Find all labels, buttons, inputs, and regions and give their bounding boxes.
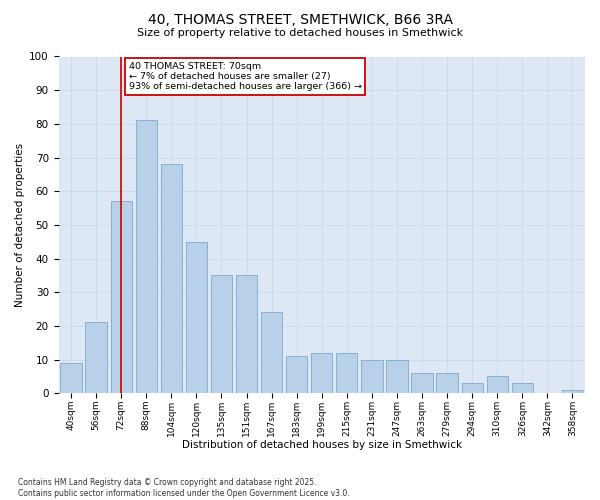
Text: Size of property relative to detached houses in Smethwick: Size of property relative to detached ho… [137, 28, 463, 38]
Bar [136, 120, 157, 393]
Bar [286, 356, 307, 393]
X-axis label: Distribution of detached houses by size in Smethwick: Distribution of detached houses by size … [182, 440, 462, 450]
Bar [186, 242, 207, 393]
Bar [412, 373, 433, 393]
Bar [161, 164, 182, 393]
Bar [487, 376, 508, 393]
Bar [236, 276, 257, 393]
Bar [311, 353, 332, 393]
Bar [562, 390, 583, 393]
Bar [336, 353, 358, 393]
Bar [461, 383, 483, 393]
Bar [512, 383, 533, 393]
Bar [386, 360, 407, 393]
Bar [61, 363, 82, 393]
Bar [211, 276, 232, 393]
Text: 40, THOMAS STREET, SMETHWICK, B66 3RA: 40, THOMAS STREET, SMETHWICK, B66 3RA [148, 12, 452, 26]
Bar [261, 312, 282, 393]
Y-axis label: Number of detached properties: Number of detached properties [15, 143, 25, 307]
Text: Contains HM Land Registry data © Crown copyright and database right 2025.
Contai: Contains HM Land Registry data © Crown c… [18, 478, 350, 498]
Bar [85, 322, 107, 393]
Bar [361, 360, 383, 393]
Bar [436, 373, 458, 393]
Bar [110, 202, 132, 393]
Text: 40 THOMAS STREET: 70sqm
← 7% of detached houses are smaller (27)
93% of semi-det: 40 THOMAS STREET: 70sqm ← 7% of detached… [129, 62, 362, 92]
